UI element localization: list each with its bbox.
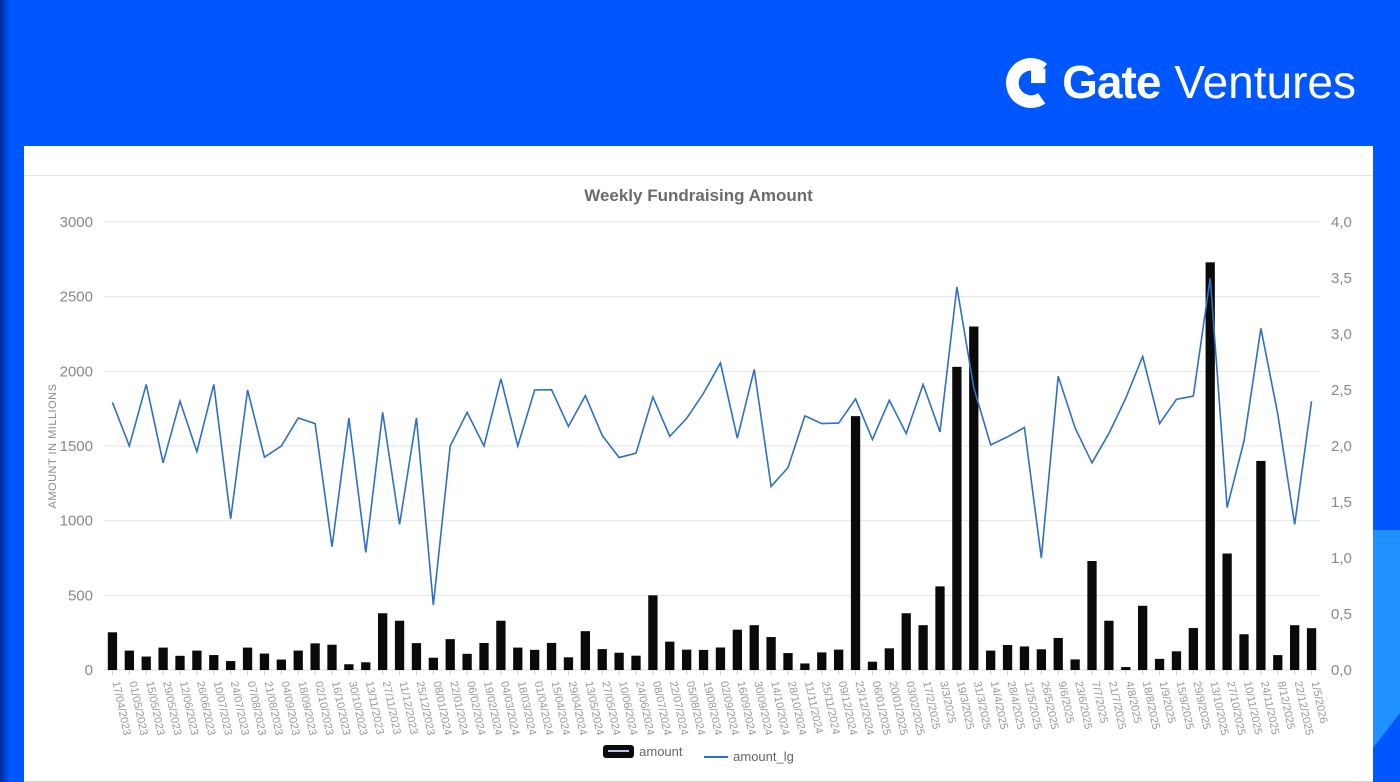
svg-text:3,0: 3,0 (1331, 326, 1352, 343)
svg-text:2,0: 2,0 (1331, 438, 1352, 455)
svg-text:2000: 2000 (60, 363, 93, 380)
svg-text:500: 500 (68, 587, 93, 604)
svg-text:1500: 1500 (60, 438, 93, 455)
svg-text:0: 0 (85, 662, 93, 679)
svg-text:3,5: 3,5 (1331, 270, 1352, 287)
svg-text:1000: 1000 (60, 513, 93, 530)
svg-text:3000: 3000 (60, 214, 93, 231)
svg-text:2,5: 2,5 (1331, 382, 1352, 399)
svg-text:AMOUNT IN MILLIONS: AMOUNT IN MILLIONS (47, 384, 59, 509)
svg-text:1,0: 1,0 (1331, 550, 1352, 567)
svg-text:0,0: 0,0 (1331, 662, 1352, 679)
svg-text:1,5: 1,5 (1331, 494, 1352, 511)
svg-text:4,0: 4,0 (1331, 214, 1352, 231)
svg-text:0,5: 0,5 (1331, 606, 1352, 623)
svg-text:2500: 2500 (60, 289, 93, 306)
